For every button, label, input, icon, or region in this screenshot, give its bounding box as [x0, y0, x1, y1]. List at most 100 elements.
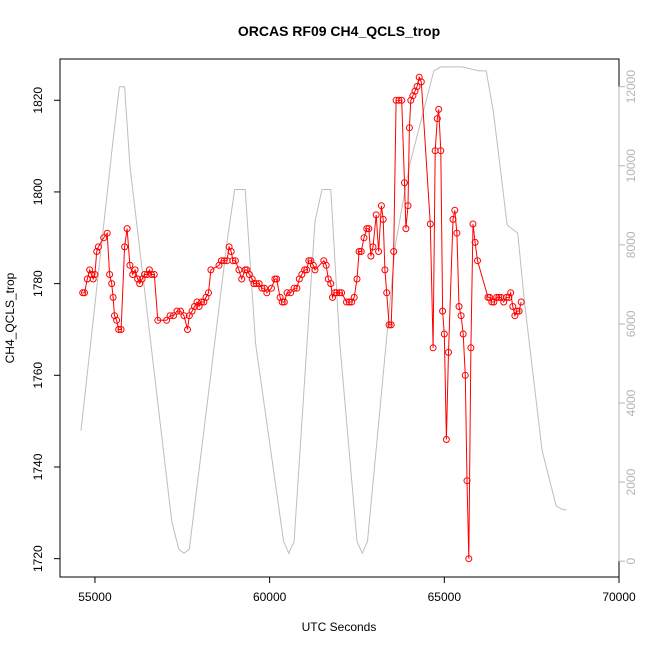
ch4-point: [363, 225, 371, 233]
ch4-point: [493, 293, 501, 301]
ch4-point: [387, 321, 395, 329]
ch4-point: [193, 298, 201, 306]
ch4-point: [117, 326, 125, 333]
ch4-point: [229, 257, 237, 265]
ch4-point: [263, 289, 271, 297]
x-tick-label: 55000: [78, 590, 112, 604]
ch4-point: [365, 225, 373, 233]
y-axis-label: CH4_QCLS_trop: [3, 272, 17, 363]
ch4-point: [113, 316, 121, 324]
ch4-point: [429, 344, 437, 352]
ch4-point: [435, 105, 443, 113]
ch4-point: [372, 211, 380, 219]
ch4-point: [121, 243, 129, 251]
ch4-point: [367, 252, 375, 260]
ch4-point: [390, 248, 398, 255]
ch4-point: [250, 280, 258, 288]
ch4-point: [509, 303, 517, 310]
ch4-point: [170, 312, 177, 320]
x-tick-label: 60000: [253, 590, 287, 604]
ch4-point: [305, 257, 313, 265]
ch4-point: [375, 248, 383, 255]
ch4-point: [353, 275, 361, 283]
ch4-point: [350, 293, 358, 301]
ch4-point: [94, 243, 102, 251]
ch4-point: [451, 206, 459, 214]
ch4-point: [463, 477, 471, 485]
ch4-point: [474, 257, 481, 265]
x-axis-label: UTC Seconds: [302, 620, 377, 634]
altitude-line: [80, 66, 567, 555]
ch4-point: [280, 298, 288, 306]
plot-frame: [59, 58, 620, 578]
ch4-point: [445, 348, 452, 356]
y2-tick-label: 0: [624, 558, 638, 565]
ch4-point: [517, 298, 525, 306]
ch4-point: [455, 303, 463, 310]
ch4-point: [377, 202, 385, 210]
y2-tick-label: 2000: [624, 468, 638, 495]
ch4-point: [442, 436, 450, 443]
ch4-point: [413, 83, 421, 90]
ch4-point: [426, 220, 434, 228]
x-tick-label: 70000: [602, 590, 636, 604]
x-axis: 55000 60000 65000 70000: [78, 576, 636, 604]
ch4-point: [303, 266, 311, 274]
ch4-point: [220, 257, 228, 265]
ch4-point: [231, 257, 239, 265]
ch4-point: [379, 215, 387, 223]
ch4-point: [148, 271, 155, 278]
ch4-point: [385, 321, 393, 329]
ch4-point: [343, 298, 350, 306]
ch4-point: [507, 289, 515, 297]
ch4-point: [109, 293, 117, 301]
ch4-point: [401, 179, 408, 187]
ch4-point: [327, 280, 335, 288]
ch4-point: [248, 275, 256, 283]
ch4-point: [154, 316, 162, 324]
y-tick-label: 1760: [31, 362, 45, 389]
ch4-point: [417, 78, 425, 86]
ch4-point: [336, 289, 343, 297]
ch4-point: [184, 326, 191, 333]
ch4-point: [100, 234, 108, 242]
ch4-point: [166, 312, 174, 320]
ch4-point: [126, 261, 134, 269]
ch4-point: [457, 312, 465, 320]
ch4-point: [439, 307, 447, 315]
ch4-point: [471, 238, 479, 246]
ch4-point: [405, 124, 413, 132]
ch4-point: [131, 266, 139, 274]
y-axis: 1720 1740 1760 1780 1800 1820: [31, 87, 61, 572]
ch4-point: [287, 289, 295, 297]
y2-tick-label: 6000: [624, 310, 638, 337]
ch4-point: [469, 220, 477, 228]
ch4-point: [495, 293, 503, 301]
ch4-point: [150, 271, 158, 278]
ch4-point: [461, 371, 469, 379]
ch4-point: [488, 298, 496, 306]
ch4-point: [437, 147, 445, 155]
ch4-point: [207, 266, 215, 274]
ch4-series: [79, 73, 525, 563]
y-tick-label: 1800: [31, 178, 45, 205]
ch4-point: [177, 307, 184, 315]
ch4-point: [515, 307, 523, 315]
ch4-point: [467, 344, 475, 352]
ch4-point: [205, 289, 212, 297]
ch4-point: [395, 96, 403, 104]
ch4-point: [293, 284, 301, 292]
ch4-line: [82, 75, 522, 559]
ch4-point: [198, 298, 205, 306]
ch4-point: [369, 243, 377, 251]
ch4-point: [453, 229, 461, 237]
ch4-point: [433, 115, 441, 123]
ch4-point: [398, 96, 406, 104]
y2-axis: 0 2000 4000 6000 8000 10000 12000: [618, 70, 638, 565]
ch4-point: [459, 330, 467, 338]
ch4-point: [267, 284, 275, 292]
y-tick-label: 1820: [31, 87, 45, 114]
ch4-point: [402, 225, 410, 233]
ch4-point: [81, 289, 88, 297]
ch4-point: [258, 284, 266, 292]
